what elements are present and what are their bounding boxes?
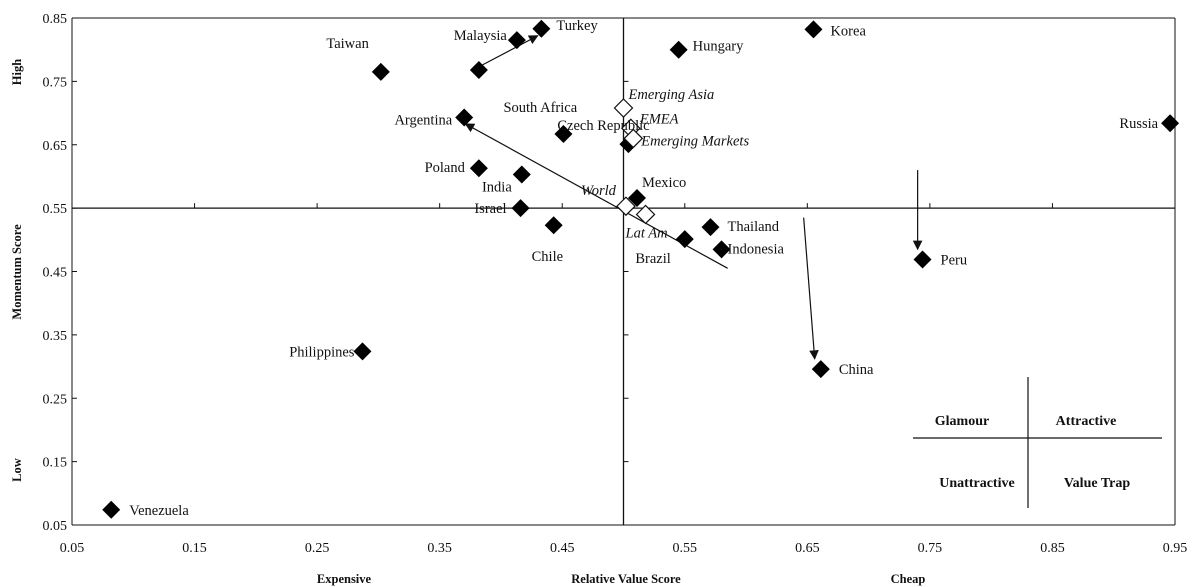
point-chile: [544, 216, 563, 235]
crosshair-lines: [71, 17, 1176, 526]
point-lat-am: [635, 204, 656, 225]
point-mexico: [627, 188, 646, 207]
quadrant-legend: Glamour Attractive Unattractive Value Tr…: [913, 377, 1162, 508]
point-indonesia: [712, 240, 731, 259]
label-mexico: Mexico: [642, 175, 686, 191]
x-axis-title: Relative Value Score: [571, 572, 681, 586]
label-malaysia: Malaysia: [454, 28, 508, 44]
point-korea: [804, 20, 823, 39]
point-unlabeled: [469, 60, 488, 79]
axis-ticks: 0.05 0.15 0.25 0.35 0.45 0.55 0.65 0.75 0.85 0.95…: [43, 12, 1188, 556]
label-turkey: Turkey: [556, 18, 598, 34]
x-tick-label: 0.65: [795, 541, 820, 556]
point-emerging-markets: [623, 128, 644, 149]
legend-glamour: Glamour: [935, 414, 989, 429]
label-china: China: [839, 362, 874, 378]
label-thailand: Thailand: [728, 219, 780, 235]
legend-value-trap: Value Trap: [1064, 476, 1130, 491]
y-tick-label: 0.65: [43, 139, 68, 154]
label-argentina: Argentina: [394, 112, 452, 128]
point-thailand: [701, 218, 720, 237]
y-tick-label: 0.15: [43, 456, 68, 471]
label-emerging-asia: Emerging Asia: [628, 87, 715, 103]
y-tick-label: 0.85: [43, 12, 68, 27]
point-india: [512, 165, 531, 184]
data-points: [102, 19, 1180, 519]
label-chile: Chile: [532, 249, 563, 265]
x-tick-label: 0.45: [550, 541, 575, 556]
label-lat-am: Lat Am: [625, 225, 668, 241]
x-tick-label: 0.75: [918, 541, 943, 556]
y-tick-label: 0.55: [43, 202, 68, 217]
arrow: [803, 217, 819, 360]
label-israel: Israel: [474, 201, 506, 217]
point-emerging-asia: [613, 98, 634, 118]
legend-attractive: Attractive: [1056, 414, 1117, 429]
x-tick-label: 0.95: [1163, 541, 1188, 556]
label-hungary: Hungary: [693, 39, 744, 55]
y-axis-top-label: High: [10, 59, 24, 85]
y-tick-label: 0.25: [43, 392, 68, 407]
point-brazil: [675, 230, 694, 249]
label-taiwan: Taiwan: [326, 36, 369, 52]
arrows: [464, 35, 923, 360]
label-indonesia: Indonesia: [728, 241, 785, 257]
x-tick-label: 0.15: [182, 541, 207, 556]
x-tick-label: 0.85: [1040, 541, 1065, 556]
label-world: World: [581, 183, 617, 199]
label-korea: Korea: [830, 23, 866, 39]
point-taiwan: [371, 62, 390, 81]
label-philippines: Philippines: [289, 344, 355, 360]
point-venezuela: [102, 500, 121, 519]
point-philippines: [353, 342, 372, 361]
x-axis-right-label: Cheap: [891, 572, 926, 586]
x-axis-left-label: Expensive: [317, 572, 372, 586]
y-axis-title: Momentum Score: [10, 224, 24, 320]
point-hungary: [669, 40, 688, 59]
arrow: [481, 35, 539, 67]
point-turkey: [532, 19, 551, 38]
y-tick-label: 0.05: [43, 519, 68, 534]
point-south-africa: [554, 124, 573, 143]
label-emerging-markets: Emerging Markets: [640, 133, 749, 149]
y-tick-label: 0.45: [43, 266, 68, 281]
label-poland: Poland: [425, 160, 466, 176]
point-labels: Taiwan Malaysia Turkey Hungary Korea Russia Ar…: [129, 18, 1158, 519]
point-world: [616, 196, 636, 217]
x-tick-label: 0.35: [427, 541, 452, 556]
point-peru: [913, 250, 932, 269]
label-venezuela: Venezuela: [129, 503, 189, 519]
y-tick-label: 0.35: [43, 329, 68, 344]
label-brazil: Brazil: [635, 251, 670, 267]
point-china: [811, 360, 830, 379]
label-czech-republic: Czech Republic: [557, 118, 649, 134]
label-russia: Russia: [1119, 116, 1158, 132]
x-tick-label: 0.05: [60, 541, 85, 556]
y-axis-bottom-label: Low: [10, 458, 24, 482]
point-argentina: [455, 108, 474, 127]
point-israel: [511, 199, 530, 218]
label-emea: EMEA: [639, 111, 679, 127]
label-peru: Peru: [941, 252, 968, 268]
x-tick-label: 0.55: [673, 541, 698, 556]
x-tick-label: 0.25: [305, 541, 330, 556]
legend-unattractive: Unattractive: [939, 476, 1014, 491]
point-poland: [469, 159, 488, 178]
point-russia: [1161, 114, 1180, 133]
label-south-africa: South Africa: [503, 100, 577, 116]
point-malaysia: [507, 31, 526, 50]
y-tick-label: 0.75: [43, 75, 68, 90]
label-india: India: [482, 180, 512, 196]
